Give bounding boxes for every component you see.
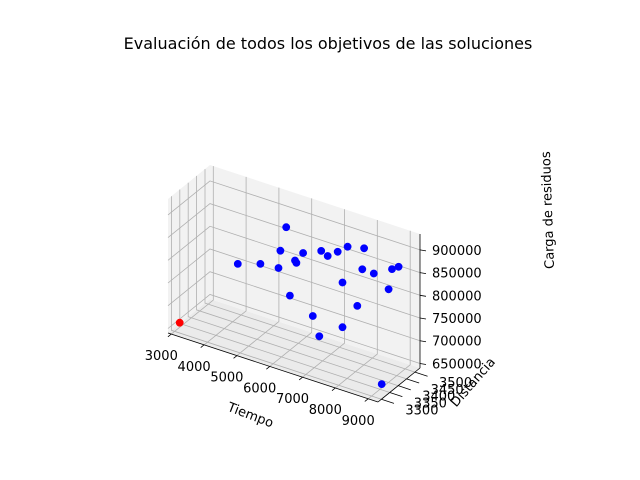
data-point [291, 256, 299, 265]
y-tick [389, 392, 403, 398]
y-axis-line [377, 367, 421, 403]
x-gridline [171, 166, 214, 335]
data-point [369, 269, 378, 278]
data-point [256, 259, 265, 268]
y-gridline [196, 175, 407, 380]
data-point [384, 285, 393, 294]
y-tick-label: 3350 [414, 397, 447, 412]
z-tick [419, 340, 427, 343]
x-axis-line [167, 332, 379, 403]
z-tick-label: 900000 [432, 244, 482, 259]
z-tick-label: 650000 [432, 358, 482, 373]
x-axis-label: Tiempo [224, 400, 275, 432]
gridlines [167, 166, 421, 400]
y-tick-label: 3500 [439, 376, 472, 391]
data-point [338, 323, 347, 332]
data-point [282, 223, 291, 232]
y-tick-label: 3300 [405, 403, 438, 418]
x-tick-label: 9000 [342, 414, 375, 429]
z-axis-label: Carga de residuos [539, 151, 558, 269]
data-point [338, 278, 347, 287]
y-tick [414, 371, 428, 377]
z-gridline [167, 180, 421, 251]
data-point [274, 264, 283, 272]
z-tick-label: 800000 [432, 289, 482, 304]
y-tick-label: 3450 [431, 383, 464, 398]
data-point [360, 244, 368, 253]
z-tick-label: 700000 [432, 335, 482, 350]
back-pane [210, 165, 420, 368]
data-point [388, 265, 396, 273]
x-tick [364, 398, 369, 402]
x-gridline [335, 220, 378, 389]
data-point [308, 312, 317, 320]
x-tick-label: 7000 [276, 392, 309, 407]
y-tick [381, 398, 395, 404]
data-point [333, 247, 342, 256]
y-tick [406, 378, 420, 384]
y-gridline [187, 182, 399, 387]
y-tick-label: 3400 [422, 390, 455, 405]
chart-title: Evaluación de todos los objetivos de las… [124, 34, 533, 53]
z-gridline [167, 294, 421, 364]
floor-pane [168, 299, 420, 402]
data-point [315, 332, 324, 341]
x-gridline [269, 198, 313, 367]
data-point [299, 249, 307, 257]
data-point [317, 246, 326, 255]
x-tick [200, 344, 205, 348]
x-tick [167, 333, 172, 338]
x-tick-label: 3000 [145, 349, 178, 364]
data-point [377, 380, 386, 388]
y-gridline [204, 169, 416, 373]
z-tick [419, 294, 427, 297]
x-tick-label: 6000 [243, 381, 276, 396]
z-tick [419, 272, 427, 275]
z-tick [419, 317, 427, 320]
data-point [353, 301, 362, 310]
z-gridline [167, 225, 421, 296]
left-pane [168, 165, 210, 333]
data-point [276, 246, 285, 255]
x-gridline [203, 176, 247, 346]
z-gridline [167, 248, 421, 319]
axes-panes [168, 165, 420, 402]
x-tick [331, 387, 336, 392]
x-tick-label: 4000 [178, 360, 211, 375]
x-gridline [302, 209, 345, 378]
data-point [323, 252, 332, 260]
data-point [233, 259, 242, 268]
data-point [343, 242, 352, 251]
x-tick-label: 5000 [210, 371, 243, 386]
data-point [175, 318, 184, 327]
x-tick [266, 366, 270, 370]
x-tick [298, 376, 303, 381]
z-tick [419, 363, 427, 365]
z-tick [419, 249, 427, 252]
y-tick [398, 385, 411, 391]
data-point [358, 265, 367, 274]
y-gridline [170, 196, 382, 400]
z-gridline [167, 271, 421, 342]
x-tick [233, 355, 238, 359]
data-point [394, 262, 403, 271]
data-point [285, 291, 294, 300]
z-tick-label: 750000 [432, 312, 482, 327]
x-gridline [236, 187, 280, 356]
data-points [175, 223, 403, 388]
z-tick-label: 850000 [432, 267, 482, 282]
x-tick-label: 8000 [309, 403, 342, 418]
